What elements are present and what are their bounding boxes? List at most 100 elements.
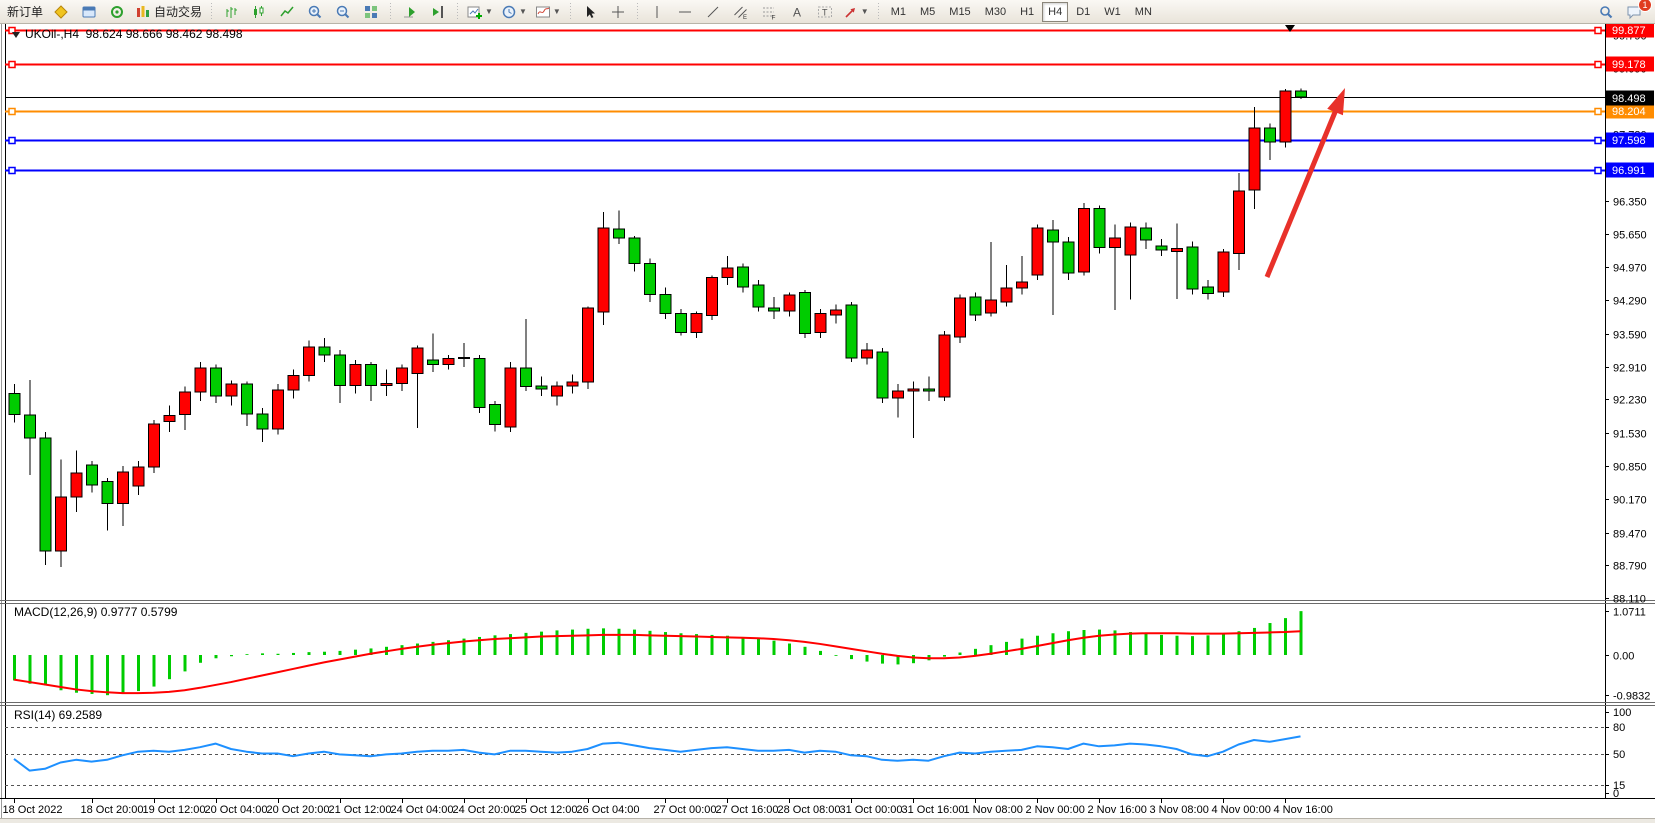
time-tick-label: 31 Oct 16:00 — [902, 804, 965, 816]
current-price-tag: 98.498 — [1606, 90, 1654, 106]
autotrade-button-glyph — [137, 5, 150, 17]
hline-anchor[interactable] — [1594, 136, 1602, 145]
trendline-tool-icon[interactable] — [700, 1, 726, 23]
candlesticks — [8, 88, 1307, 567]
hline-anchor[interactable] — [1594, 60, 1602, 69]
search-icon-glyph — [1600, 5, 1613, 18]
rsi-axis-label: 80 — [1613, 722, 1625, 734]
new-order-button[interactable]: 新订单 — [1, 1, 46, 23]
text-tool-icon-glyph: A — [793, 5, 801, 19]
bar-chart-mode-icon[interactable] — [218, 1, 244, 23]
candlestick-mode-icon-glyph — [254, 5, 264, 18]
time-tick-label: 20 Oct 20:00 — [267, 804, 330, 816]
timeframe-m15-button[interactable]: M15 — [949, 5, 971, 18]
timeframe-mn-button[interactable]: MN — [1134, 5, 1152, 18]
crosshair-tool-icon[interactable] — [605, 1, 631, 23]
auto-scroll-icon[interactable] — [397, 1, 423, 23]
svg-text:A: A — [793, 5, 801, 19]
rsi-axis-label: 0 — [1613, 788, 1619, 800]
periods-button[interactable]: ▼ — [498, 1, 530, 23]
price-tick-label: 92.910 — [1613, 363, 1647, 375]
price-tick-label: 91.530 — [1613, 429, 1647, 441]
zoom-in-icon[interactable] — [302, 1, 328, 23]
rsi-indicator-label: RSI(14) 69.2589 — [14, 708, 103, 722]
templates-button-glyph — [535, 6, 550, 17]
text-label-tool-icon[interactable]: T — [812, 1, 838, 23]
timeframe-h1-button[interactable]: H1 — [1020, 5, 1035, 18]
macd-axis-label: 0.00 — [1613, 651, 1634, 663]
trend-arrow-object[interactable] — [1264, 88, 1345, 278]
hline-anchor[interactable] — [1594, 26, 1602, 35]
periods-button-glyph — [502, 5, 516, 18]
hline-anchor[interactable] — [8, 166, 16, 175]
macd-indicator-label: MACD(12,26,9) 0.9777 0.5799 — [14, 605, 178, 619]
templates-button[interactable]: ▼ — [532, 1, 564, 23]
timeframe-m1-button[interactable]: M1 — [890, 5, 906, 18]
signals-icon[interactable] — [104, 1, 130, 23]
time-tick-label: 3 Nov 08:00 — [1150, 804, 1209, 816]
cursor-tool-icon-glyph — [586, 5, 595, 18]
hline-anchor[interactable] — [1594, 107, 1602, 116]
hline-anchor[interactable] — [8, 136, 16, 145]
terminal-icon[interactable] — [76, 1, 102, 23]
bar-chart-mode-icon-glyph — [226, 6, 238, 18]
time-tick-label: 2 Nov 16:00 — [1088, 804, 1147, 816]
horizontal-line-tool-icon[interactable] — [672, 1, 698, 23]
hline-object-96.991[interactable] — [5, 166, 1605, 175]
hline-anchor[interactable] — [1594, 166, 1602, 175]
chart-title: UKOil-,H4 98.624 98.666 98.462 98.498 — [12, 27, 243, 41]
macd-axis-label: 1.0711 — [1613, 607, 1646, 619]
price-tick-label: 90.170 — [1613, 495, 1647, 507]
price-tick-label: 88.790 — [1613, 561, 1647, 573]
chart-shift-marker[interactable] — [1285, 25, 1295, 32]
arrows-tool-icon-glyph — [845, 7, 855, 18]
price-tag-98.204: 98.204 — [1606, 103, 1654, 119]
line-chart-mode-icon[interactable] — [274, 1, 300, 23]
chart-collapse-icon[interactable] — [12, 32, 20, 38]
toolbar-separator — [633, 2, 641, 21]
vertical-line-tool-icon[interactable] — [644, 1, 670, 23]
chart-shift-icon[interactable] — [425, 1, 451, 23]
timeframe-m5-button[interactable]: M5 — [920, 5, 936, 18]
svg-text:98.498: 98.498 — [1612, 93, 1646, 105]
new-chart-button[interactable]: ▼ — [464, 1, 496, 23]
cursor-tool-icon[interactable] — [577, 1, 603, 23]
timeframe-m30-button[interactable]: M30 — [984, 5, 1007, 18]
gold-icon[interactable] — [48, 1, 74, 23]
autotrade-button[interactable]: 自动交易 — [132, 1, 205, 23]
text-tool-icon[interactable]: A — [784, 1, 810, 23]
time-tick-label: 27 Oct 16:00 — [716, 804, 779, 816]
rsi-axis-label: 100 — [1613, 707, 1631, 719]
fibonacci-tool-icon[interactable]: F — [756, 1, 782, 23]
notifications-icon[interactable]: 1 — [1621, 0, 1652, 23]
timeframe-w1-button[interactable]: W1 — [1104, 5, 1121, 18]
channel-tool-icon[interactable]: E — [728, 1, 754, 23]
autotrade-button-label: 自动交易 — [154, 5, 203, 19]
candlestick-mode-icon[interactable] — [246, 1, 272, 23]
timeframe-d1-button[interactable]: D1 — [1076, 5, 1091, 18]
new-order-button-label: 新订单 — [7, 5, 44, 19]
time-tick-label: 4 Nov 16:00 — [1274, 804, 1333, 816]
time-tick-label: 28 Oct 08:00 — [778, 804, 841, 816]
time-tick-label: 18 Oct 2022 — [3, 804, 63, 816]
hline-object-98.204[interactable] — [5, 107, 1605, 116]
price-tag-96.991: 96.991 — [1606, 162, 1654, 178]
hline-object-99.178[interactable] — [5, 60, 1605, 69]
zoom-out-icon[interactable] — [330, 1, 356, 23]
hline-object-99.877[interactable] — [5, 26, 1605, 35]
price-tick-label: 89.470 — [1613, 529, 1647, 541]
hline-anchor[interactable] — [8, 107, 16, 116]
hline-object-97.598[interactable] — [5, 136, 1605, 145]
price-tag-99.877: 99.877 — [1606, 22, 1654, 38]
hline-anchor[interactable] — [8, 60, 16, 69]
tile-windows-icon[interactable] — [358, 1, 384, 23]
arrows-tool-icon[interactable]: ▼ — [840, 1, 872, 23]
timeframe-h4-button[interactable]: H4 — [1042, 1, 1069, 22]
macd-panel: 1.0711 0.00 -0.9832 — [13, 607, 1650, 703]
time-axis[interactable]: 18 Oct 2022 18 Oct 20:00 19 Oct 12:00 20 Oc… — [3, 799, 1333, 816]
tile-windows-icon-glyph — [365, 5, 378, 18]
search-icon[interactable] — [1593, 1, 1619, 23]
svg-text:96.991: 96.991 — [1612, 165, 1646, 177]
